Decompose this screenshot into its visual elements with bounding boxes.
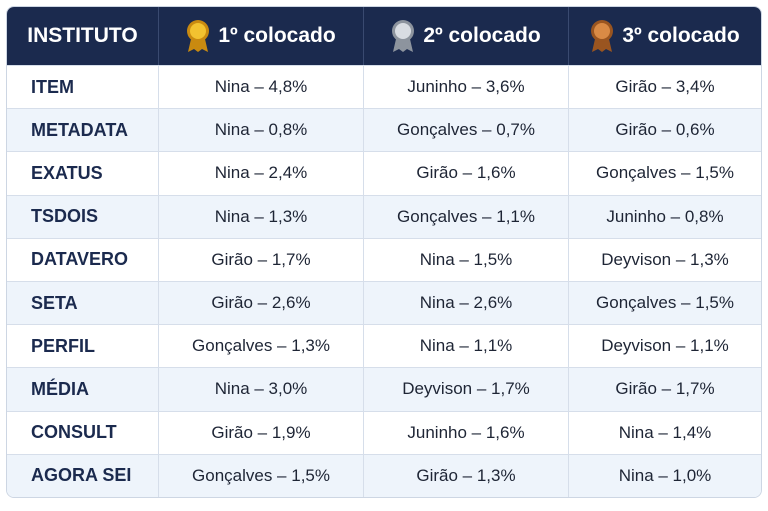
row-label: MÉDIA <box>7 367 158 411</box>
header-cell: 2º colocado <box>363 7 568 65</box>
cell: Nina – 3,0% <box>158 367 363 411</box>
cell: Girão – 2,6% <box>158 281 363 325</box>
cell: Nina – 1,0% <box>568 453 761 497</box>
cell: Juninho – 0,8% <box>568 194 761 238</box>
cell: Nina – 1,4% <box>568 410 761 454</box>
cell: Deyvison – 1,7% <box>363 367 568 411</box>
row-label: DATAVERO <box>7 237 158 281</box>
cell: Gonçalves – 1,5% <box>158 453 363 497</box>
medal-icon <box>187 20 210 52</box>
cell: Gonçalves – 1,3% <box>158 324 363 368</box>
row-label: ITEM <box>7 65 158 108</box>
row-label: TSDOIS <box>7 194 158 238</box>
cell: Nina – 1,3% <box>158 194 363 238</box>
cell: Deyvison – 1,3% <box>568 237 761 281</box>
row-label: AGORA SEI <box>7 453 158 497</box>
header-cell: INSTITUTO <box>7 7 158 65</box>
cell: Gonçalves – 1,1% <box>363 194 568 238</box>
row-label: SETA <box>7 281 158 325</box>
cell: Juninho – 1,6% <box>363 410 568 454</box>
row-label: METADATA <box>7 108 158 152</box>
row-label: PERFIL <box>7 324 158 367</box>
cell: Gonçalves – 0,7% <box>363 108 568 152</box>
header-text: 2º colocado <box>423 24 541 47</box>
cell: Nina – 2,6% <box>363 281 568 325</box>
medal-icon <box>591 20 614 52</box>
header-text: 3º colocado <box>622 24 740 47</box>
cell: Nina – 1,5% <box>363 237 568 281</box>
cell: Girão – 1,7% <box>568 367 761 411</box>
cell: Girão – 1,9% <box>158 410 363 454</box>
cell: Nina – 4,8% <box>158 65 363 109</box>
cell: Girão – 1,7% <box>158 237 363 281</box>
cell: Nina – 1,1% <box>363 324 568 368</box>
cell: Juninho – 3,6% <box>363 65 568 109</box>
cell: Girão – 0,6% <box>568 108 761 152</box>
cell: Nina – 2,4% <box>158 151 363 195</box>
ranking-table: INSTITUTO 1º colocado 2º colocado 3º coloca… <box>6 6 762 498</box>
cell: Nina – 0,8% <box>158 108 363 152</box>
row-label: EXATUS <box>7 151 158 194</box>
row-label: CONSULT <box>7 410 158 454</box>
cell: Girão – 1,3% <box>363 453 568 497</box>
header-cell: 3º colocado <box>568 7 761 65</box>
header-cell: 1º colocado <box>158 7 363 65</box>
cell: Girão – 3,4% <box>568 65 761 109</box>
cell: Girão – 1,6% <box>363 151 568 195</box>
cell: Gonçalves – 1,5% <box>568 151 761 195</box>
cell: Gonçalves – 1,5% <box>568 281 761 325</box>
header-text: INSTITUTO <box>27 24 138 47</box>
header-text: 1º colocado <box>218 24 336 47</box>
medal-icon <box>392 20 415 52</box>
cell: Deyvison – 1,1% <box>568 324 761 368</box>
